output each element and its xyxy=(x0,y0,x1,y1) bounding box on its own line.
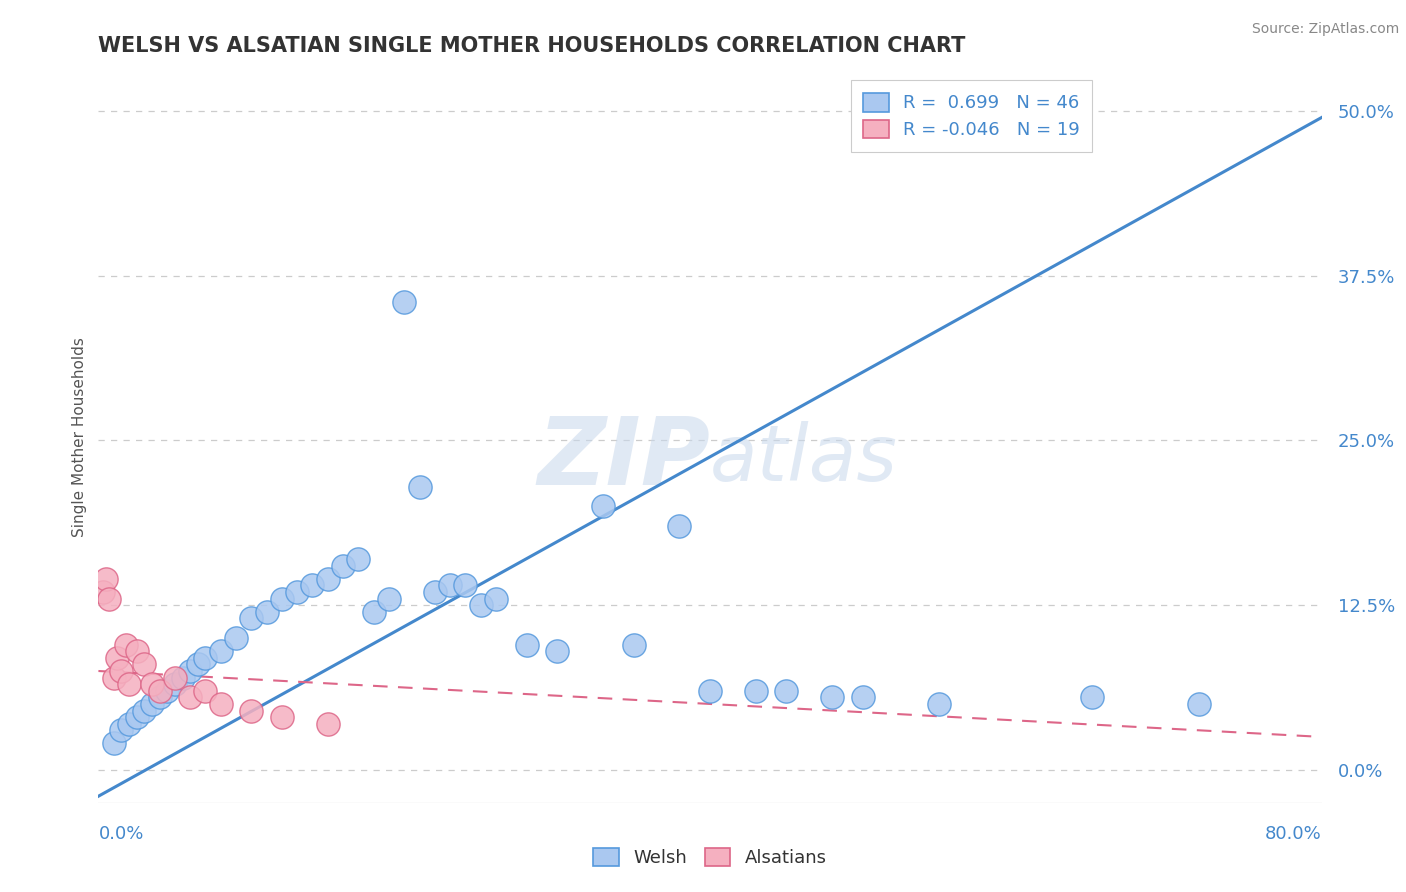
Point xyxy=(179,690,201,705)
Point xyxy=(470,598,492,612)
Point xyxy=(256,605,278,619)
Point xyxy=(125,710,148,724)
Point xyxy=(149,690,172,705)
Point xyxy=(94,572,117,586)
Point xyxy=(163,677,186,691)
Point xyxy=(240,611,263,625)
Point xyxy=(485,591,508,606)
Point xyxy=(439,578,461,592)
Point xyxy=(172,671,194,685)
Point xyxy=(516,638,538,652)
Point xyxy=(285,585,308,599)
Point xyxy=(1081,690,1104,705)
Point xyxy=(110,723,132,738)
Point xyxy=(316,572,339,586)
Text: ZIP: ZIP xyxy=(537,413,710,505)
Point xyxy=(270,591,294,606)
Point xyxy=(156,683,179,698)
Point xyxy=(301,578,323,592)
Point xyxy=(141,697,163,711)
Point xyxy=(103,737,125,751)
Point xyxy=(423,585,446,599)
Point xyxy=(546,644,568,658)
Point xyxy=(378,591,401,606)
Point xyxy=(98,591,121,606)
Point xyxy=(115,638,138,652)
Point xyxy=(821,690,844,705)
Point xyxy=(194,650,217,665)
Point xyxy=(187,657,209,672)
Point xyxy=(332,558,354,573)
Point xyxy=(149,683,172,698)
Y-axis label: Single Mother Households: Single Mother Households xyxy=(72,337,87,537)
Point xyxy=(852,690,875,705)
Point xyxy=(1004,117,1026,131)
Point xyxy=(623,638,645,652)
Text: 0.0%: 0.0% xyxy=(98,825,143,843)
Point xyxy=(347,552,370,566)
Point xyxy=(668,519,690,533)
Point xyxy=(110,664,132,678)
Point xyxy=(392,295,416,310)
Point xyxy=(1188,697,1211,711)
Point xyxy=(240,704,263,718)
Point xyxy=(118,677,141,691)
Point xyxy=(125,644,148,658)
Text: atlas: atlas xyxy=(710,421,898,497)
Point xyxy=(209,644,232,658)
Point xyxy=(316,716,339,731)
Point xyxy=(270,710,294,724)
Text: WELSH VS ALSATIAN SINGLE MOTHER HOUSEHOLDS CORRELATION CHART: WELSH VS ALSATIAN SINGLE MOTHER HOUSEHOL… xyxy=(98,36,966,55)
Point xyxy=(103,671,125,685)
Point xyxy=(105,650,128,665)
Point xyxy=(363,605,385,619)
Point xyxy=(209,697,232,711)
Point xyxy=(592,500,614,514)
Text: 80.0%: 80.0% xyxy=(1265,825,1322,843)
Point xyxy=(454,578,477,592)
Point xyxy=(745,683,768,698)
Point xyxy=(928,697,950,711)
Legend: Welsh, Alsatians: Welsh, Alsatians xyxy=(586,840,834,874)
Point xyxy=(163,671,186,685)
Point xyxy=(408,479,430,493)
Point xyxy=(775,683,797,698)
Point xyxy=(194,683,217,698)
Text: Source: ZipAtlas.com: Source: ZipAtlas.com xyxy=(1251,22,1399,37)
Point xyxy=(179,664,201,678)
Point xyxy=(118,716,141,731)
Point xyxy=(91,585,114,599)
Point xyxy=(134,657,156,672)
Point xyxy=(134,704,156,718)
Point xyxy=(225,631,247,645)
Point xyxy=(699,683,721,698)
Point xyxy=(141,677,163,691)
